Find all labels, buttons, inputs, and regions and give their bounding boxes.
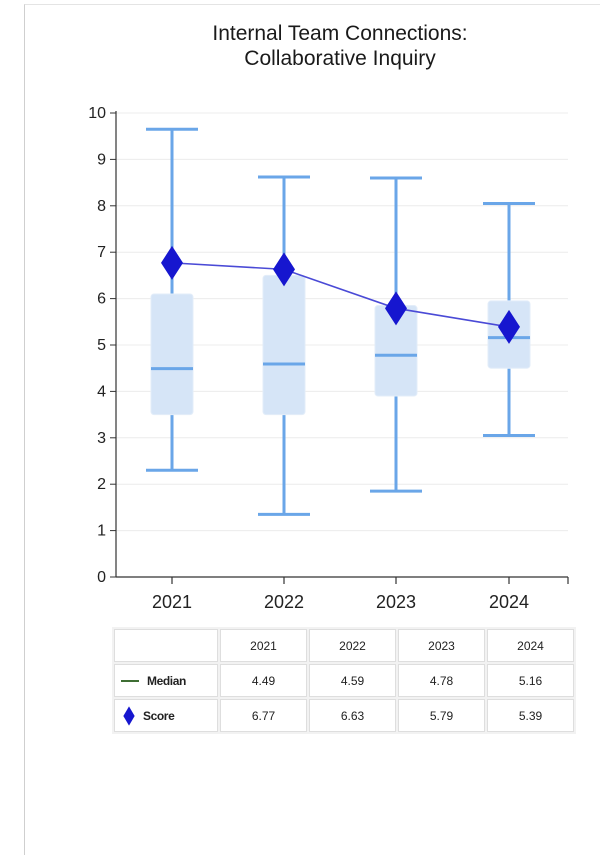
y-tick-label: 8 (97, 198, 106, 215)
table-cell: 4.49 (220, 664, 307, 697)
y-tick-label: 5 (97, 337, 106, 354)
median-legend-cell: Median (114, 664, 218, 697)
table-header-cell: 2021 (220, 629, 307, 662)
score-point (498, 309, 520, 344)
y-tick-label: 10 (88, 105, 106, 122)
data-table: 2021 2022 2023 2024 Median 4.49 4.59 4.7… (112, 627, 576, 734)
table-cell: 5.79 (398, 699, 485, 732)
iqr-box (262, 274, 306, 416)
table-cell: 5.39 (487, 699, 574, 732)
table-cell: 4.78 (398, 664, 485, 697)
box-plot-chart: 0 1 2 3 4 5 6 7 8 9 10 2021 2022 2023 2024 (88, 105, 569, 612)
score-legend-label: Score (143, 708, 175, 723)
table-header-row: 2021 2022 2023 2024 (114, 629, 574, 662)
y-tick-label: 2 (97, 476, 106, 493)
table-cell: 6.63 (309, 699, 396, 732)
y-tick-label: 7 (97, 244, 106, 261)
score-point (161, 245, 183, 280)
y-tick-label: 3 (97, 430, 106, 447)
median-legend-label: Median (147, 673, 186, 688)
y-tick-label: 9 (97, 151, 106, 168)
table-header-cell: 2023 (398, 629, 485, 662)
table-cell: 6.77 (220, 699, 307, 732)
score-series-line (171, 262, 510, 328)
y-tick-label: 4 (97, 383, 106, 400)
x-tick-label: 2021 (152, 592, 192, 612)
chart-frame (24, 4, 600, 855)
x-tick-label: 2024 (489, 592, 529, 612)
y-tick-label: 1 (97, 523, 106, 540)
score-diamond-icon (123, 706, 135, 726)
table-header-cell: 2024 (487, 629, 574, 662)
score-point (385, 291, 407, 326)
x-tick-label: 2023 (376, 592, 416, 612)
y-tick-label: 0 (97, 569, 106, 586)
iqr-box (150, 293, 194, 416)
y-tick-label: 6 (97, 291, 106, 308)
table-cell: 5.16 (487, 664, 574, 697)
chart-title-line-2: Collaborative Inquiry (244, 47, 436, 70)
table-header-cell: 2022 (309, 629, 396, 662)
table-cell: 4.59 (309, 664, 396, 697)
score-point (273, 252, 295, 287)
chart-title-line-1: Internal Team Connections: (212, 22, 468, 45)
table-row-score: Score 6.77 6.63 5.79 5.39 (114, 699, 574, 732)
score-legend-cell: Score (114, 699, 218, 732)
median-legend-swatch (121, 680, 139, 683)
table-row-median: Median 4.49 4.59 4.78 5.16 (114, 664, 574, 697)
x-tick-label: 2022 (264, 592, 304, 612)
table-corner-cell (114, 629, 218, 662)
